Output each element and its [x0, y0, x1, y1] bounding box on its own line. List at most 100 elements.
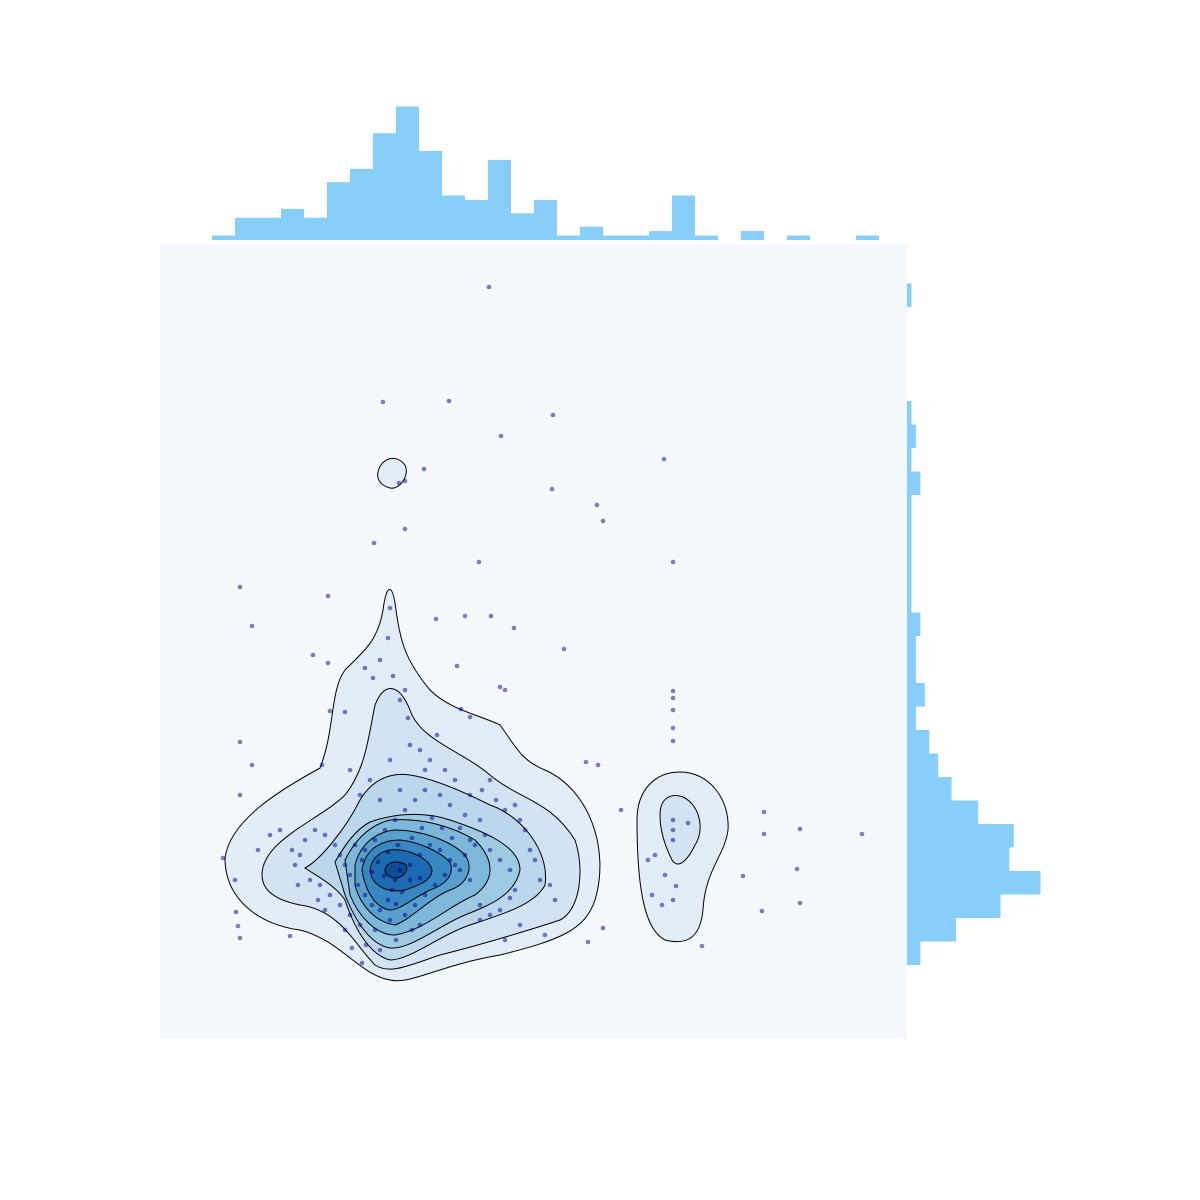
scatter-point: [417, 852, 423, 858]
scatter-point: [462, 812, 468, 818]
scatter-point: [427, 842, 433, 848]
scatter-point: [402, 478, 408, 484]
scatter-point: [317, 882, 323, 888]
scatter-point: [467, 877, 473, 883]
scatter-point: [452, 777, 458, 783]
scatter-point: [511, 625, 517, 631]
scatter-point: [477, 917, 483, 923]
scatter-point: [220, 855, 226, 861]
scatter-point: [235, 923, 241, 929]
scatter-point: [595, 762, 601, 768]
scatter-point: [232, 877, 238, 883]
scatter-point: [797, 826, 803, 832]
scatter-point: [502, 807, 508, 813]
scatter-point: [472, 842, 478, 848]
scatter-point: [359, 857, 365, 863]
scatter-point: [437, 792, 443, 798]
scatter-point: [249, 623, 255, 629]
scatter-point: [387, 917, 393, 923]
scatter-point: [432, 882, 438, 888]
scatter-point: [393, 901, 399, 907]
scatter-point: [507, 867, 513, 873]
scatter-point: [488, 613, 494, 619]
histogram-bar: [511, 213, 534, 240]
scatter-point: [859, 831, 865, 837]
scatter-point: [417, 922, 423, 928]
scatter-point: [302, 837, 308, 843]
scatter-point: [277, 827, 283, 833]
scatter-point: [498, 433, 504, 439]
scatter-point: [402, 687, 408, 693]
scatter-point: [447, 857, 453, 863]
scatter-point: [327, 892, 333, 898]
scatter-point: [409, 835, 415, 841]
scatter-point: [392, 817, 398, 823]
scatter-point: [382, 827, 388, 833]
histogram-bar: [442, 195, 465, 240]
scatter-point: [237, 739, 243, 745]
scatter-point: [487, 777, 493, 783]
scatter-point: [237, 935, 243, 941]
histogram-bar: [281, 208, 304, 240]
histogram-bar: [907, 706, 916, 730]
scatter-point: [652, 852, 658, 858]
scatter-point: [371, 540, 377, 546]
scatter-point: [392, 877, 398, 883]
histogram-bar: [327, 182, 350, 240]
histogram-bar: [907, 518, 912, 542]
scatter-point: [659, 902, 665, 908]
histogram-bar: [304, 217, 327, 240]
scatter-point: [395, 842, 401, 848]
scatter-point: [347, 767, 353, 773]
scatter-point: [462, 852, 468, 858]
histogram-bar: [787, 235, 810, 240]
histogram-bar: [907, 424, 916, 448]
scatter-point: [292, 862, 298, 868]
scatter-point: [699, 943, 705, 949]
scatter-point: [397, 697, 403, 703]
scatter-point: [369, 869, 375, 875]
histogram-bar: [907, 871, 1041, 895]
scatter-point: [385, 635, 391, 641]
scatter-point: [434, 732, 440, 738]
scatter-point: [452, 862, 458, 868]
histogram-bar: [907, 800, 979, 824]
scatter-point: [442, 872, 448, 878]
scatter-point: [402, 526, 408, 532]
histogram-bar: [907, 683, 925, 707]
scatter-point: [399, 889, 405, 895]
scatter-point: [467, 714, 473, 720]
histogram-bar: [396, 106, 419, 240]
scatter-point: [237, 584, 243, 590]
histogram-bar: [907, 894, 1001, 918]
histogram-bar: [907, 753, 939, 777]
scatter-point: [387, 605, 393, 611]
scatter-point: [405, 715, 411, 721]
scatter-point: [467, 837, 473, 843]
scatter-point: [362, 892, 368, 898]
histogram-bar: [907, 612, 921, 636]
histogram-bar: [350, 168, 373, 240]
histogram-bar: [907, 918, 956, 942]
scatter-point: [649, 892, 655, 898]
scatter-point: [349, 945, 355, 951]
scatter-point: [385, 897, 391, 903]
scatter-point: [449, 835, 455, 841]
scatter-point: [237, 792, 243, 798]
scatter-point: [532, 857, 538, 863]
scatter-point: [476, 559, 482, 565]
scatter-point: [342, 927, 348, 933]
scatter-point: [422, 892, 428, 898]
scatter-point: [327, 708, 333, 714]
scatter-point: [402, 912, 408, 918]
scatter-point: [670, 725, 676, 731]
scatter-point: [550, 412, 556, 418]
scatter-point: [457, 825, 463, 831]
scatter-point: [289, 847, 295, 853]
scatter-point: [517, 922, 523, 928]
scatter-point: [670, 695, 676, 701]
scatter-point: [517, 817, 523, 823]
scatter-point: [372, 837, 378, 843]
scatter-point: [295, 882, 301, 888]
scatter-point: [402, 807, 408, 813]
